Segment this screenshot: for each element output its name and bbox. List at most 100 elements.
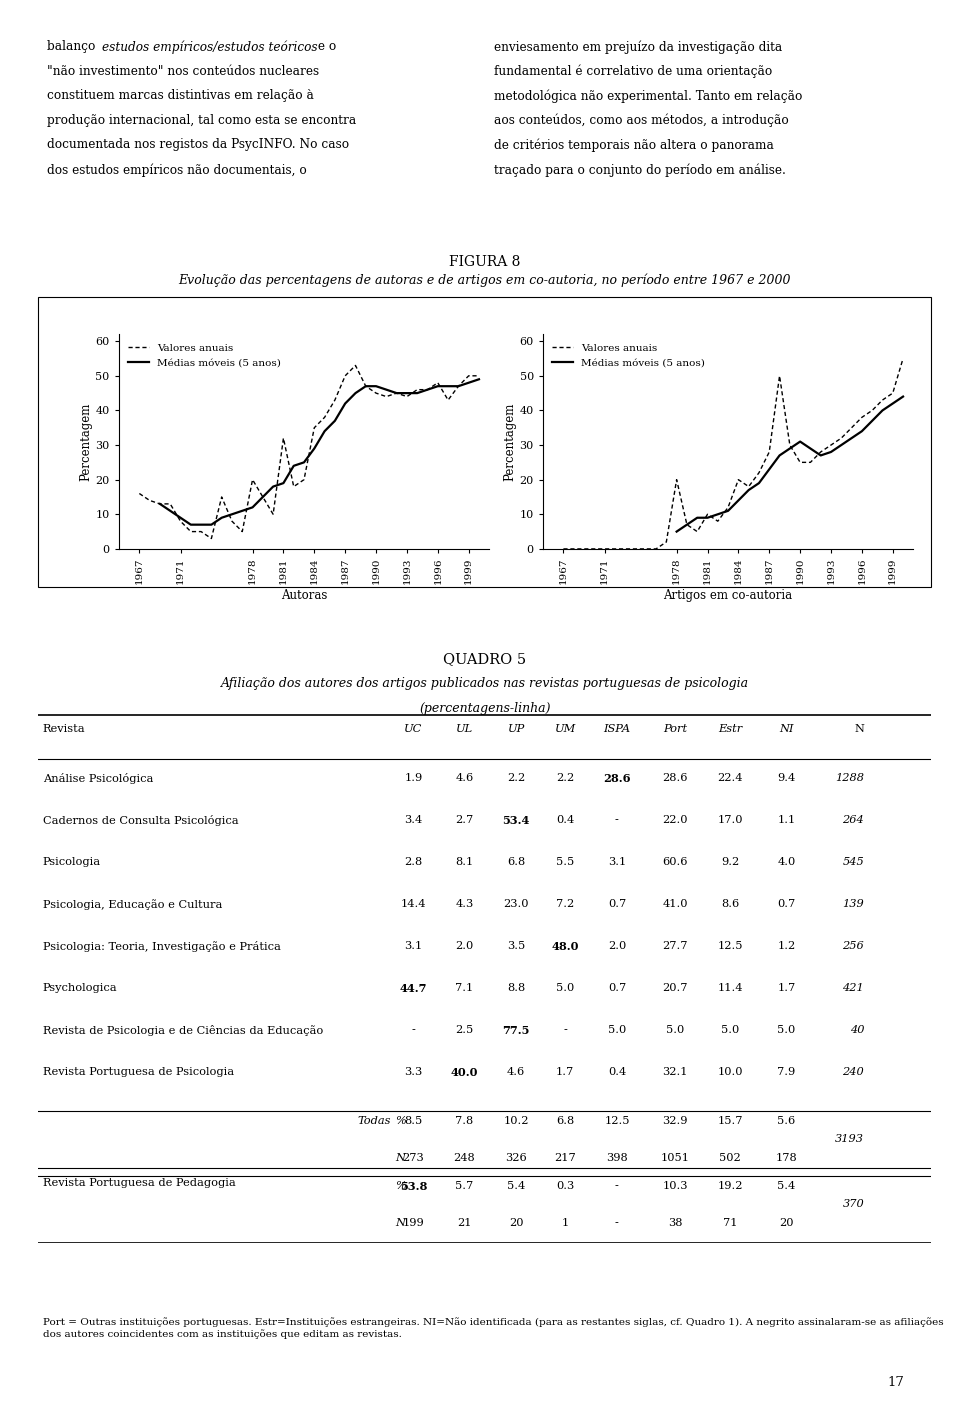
- Text: 5.0: 5.0: [666, 1025, 684, 1035]
- Text: 5.7: 5.7: [455, 1181, 473, 1191]
- Text: 5.4: 5.4: [778, 1181, 796, 1191]
- Text: Psicologia: Psicologia: [43, 857, 101, 867]
- Text: 28.6: 28.6: [662, 773, 687, 783]
- Text: 5.0: 5.0: [608, 1025, 626, 1035]
- Text: 6.8: 6.8: [556, 1116, 574, 1126]
- Text: Revista: Revista: [43, 724, 85, 734]
- Text: 421: 421: [843, 983, 864, 993]
- Text: Análise Psicológica: Análise Psicológica: [43, 773, 154, 783]
- Text: 1.9: 1.9: [404, 773, 422, 783]
- Text: UC: UC: [404, 724, 422, 734]
- Text: 2.0: 2.0: [608, 942, 626, 952]
- Text: Psychologica: Psychologica: [43, 983, 117, 993]
- Text: 2.7: 2.7: [455, 814, 473, 824]
- Legend: Valores anuais, Médias móveis (5 anos): Valores anuais, Médias móveis (5 anos): [548, 339, 709, 372]
- Text: 0.7: 0.7: [778, 899, 796, 909]
- Text: 8.6: 8.6: [721, 899, 739, 909]
- Text: 240: 240: [843, 1068, 864, 1077]
- Text: Revista Portuguesa de Psicologia: Revista Portuguesa de Psicologia: [43, 1068, 234, 1077]
- Text: 4.6: 4.6: [455, 773, 473, 783]
- Text: Estr: Estr: [718, 724, 742, 734]
- Text: 2.8: 2.8: [404, 857, 422, 867]
- Text: 256: 256: [843, 942, 864, 952]
- Text: 28.6: 28.6: [603, 773, 631, 783]
- Text: (percentagens-linha): (percentagens-linha): [420, 703, 550, 715]
- Text: 3.3: 3.3: [404, 1068, 422, 1077]
- Text: 60.6: 60.6: [662, 857, 687, 867]
- Text: 0.7: 0.7: [608, 899, 626, 909]
- Text: Psicologia: Teoria, Investigação e Prática: Psicologia: Teoria, Investigação e Práti…: [43, 942, 280, 952]
- Text: Afiliação dos autores dos artigos publicados nas revistas portuguesas de psicolo: Afiliação dos autores dos artigos public…: [221, 677, 749, 690]
- Text: 12.5: 12.5: [717, 942, 743, 952]
- Text: QUADRO 5: QUADRO 5: [444, 652, 526, 666]
- Text: 53.8: 53.8: [399, 1181, 427, 1192]
- Text: 8.8: 8.8: [507, 983, 525, 993]
- Text: 6.8: 6.8: [507, 857, 525, 867]
- Text: FIGURA 8: FIGURA 8: [449, 255, 520, 269]
- Text: 7.9: 7.9: [778, 1068, 796, 1077]
- Text: Revista Portuguesa de Pedagogia: Revista Portuguesa de Pedagogia: [43, 1178, 235, 1188]
- Text: 32.9: 32.9: [662, 1116, 687, 1126]
- Text: enviesamento em prejuízo da investigação dita: enviesamento em prejuízo da investigação…: [493, 40, 782, 54]
- Text: constituem marcas distintivas em relação à: constituem marcas distintivas em relação…: [47, 89, 314, 102]
- Text: 273: 273: [402, 1152, 424, 1162]
- Text: 9.4: 9.4: [778, 773, 796, 783]
- Text: 2.5: 2.5: [455, 1025, 473, 1035]
- Text: -: -: [615, 814, 619, 824]
- Text: 77.5: 77.5: [502, 1025, 530, 1036]
- Text: 0.7: 0.7: [608, 983, 626, 993]
- Text: 199: 199: [402, 1217, 424, 1227]
- Text: 1288: 1288: [835, 773, 864, 783]
- Text: balanço: balanço: [47, 40, 100, 52]
- Text: 38: 38: [668, 1217, 683, 1227]
- Text: 21: 21: [457, 1217, 471, 1227]
- Text: Evolução das percentagens de autoras e de artigos em co-autoria, no período entr: Evolução das percentagens de autoras e d…: [179, 273, 791, 287]
- Text: 139: 139: [843, 899, 864, 909]
- Text: 5.0: 5.0: [721, 1025, 739, 1035]
- Text: 20: 20: [509, 1217, 523, 1227]
- Text: 32.1: 32.1: [662, 1068, 687, 1077]
- Text: 8.1: 8.1: [455, 857, 473, 867]
- Text: Port = Outras instituições portuguesas. Estr=Instituições estrangeiras. NI=Não i: Port = Outras instituições portuguesas. …: [43, 1318, 944, 1339]
- Text: 326: 326: [505, 1152, 527, 1162]
- Text: 10.2: 10.2: [503, 1116, 529, 1126]
- Text: 1.1: 1.1: [778, 814, 796, 824]
- Text: 264: 264: [843, 814, 864, 824]
- Text: N: N: [854, 724, 864, 734]
- Text: 217: 217: [554, 1152, 576, 1162]
- Text: Port: Port: [663, 724, 687, 734]
- Text: 1.2: 1.2: [778, 942, 796, 952]
- Text: 0.4: 0.4: [556, 814, 574, 824]
- Text: Cadernos de Consulta Psicológica: Cadernos de Consulta Psicológica: [43, 814, 238, 826]
- Text: 7.8: 7.8: [455, 1116, 473, 1126]
- Text: 14.4: 14.4: [400, 899, 426, 909]
- Text: 40.0: 40.0: [450, 1068, 478, 1079]
- Text: %: %: [396, 1181, 406, 1191]
- Text: UM: UM: [555, 724, 576, 734]
- Text: 23.0: 23.0: [503, 899, 529, 909]
- Text: 22.4: 22.4: [717, 773, 743, 783]
- Text: 1: 1: [562, 1217, 568, 1227]
- Text: 11.4: 11.4: [717, 983, 743, 993]
- Text: 0.4: 0.4: [608, 1068, 626, 1077]
- Text: 15.7: 15.7: [717, 1116, 743, 1126]
- Text: 5.5: 5.5: [556, 857, 574, 867]
- Text: 12.5: 12.5: [604, 1116, 630, 1126]
- Text: 178: 178: [776, 1152, 798, 1162]
- Text: 2.2: 2.2: [507, 773, 525, 783]
- Text: 3.1: 3.1: [608, 857, 626, 867]
- Text: 5.6: 5.6: [778, 1116, 796, 1126]
- Text: UL: UL: [456, 724, 473, 734]
- Text: 10.0: 10.0: [717, 1068, 743, 1077]
- Text: 22.0: 22.0: [662, 814, 687, 824]
- Text: 40: 40: [850, 1025, 864, 1035]
- Y-axis label: Percentagem: Percentagem: [504, 403, 516, 481]
- X-axis label: Artigos em co-autoria: Artigos em co-autoria: [663, 588, 793, 601]
- Text: 17.0: 17.0: [717, 814, 743, 824]
- Text: 10.3: 10.3: [662, 1181, 687, 1191]
- Text: 398: 398: [606, 1152, 628, 1162]
- Text: 2.2: 2.2: [556, 773, 574, 783]
- Text: ISPA: ISPA: [604, 724, 631, 734]
- Text: 9.2: 9.2: [721, 857, 739, 867]
- Text: Revista de Psicologia e de Ciências da Educação: Revista de Psicologia e de Ciências da E…: [43, 1025, 324, 1036]
